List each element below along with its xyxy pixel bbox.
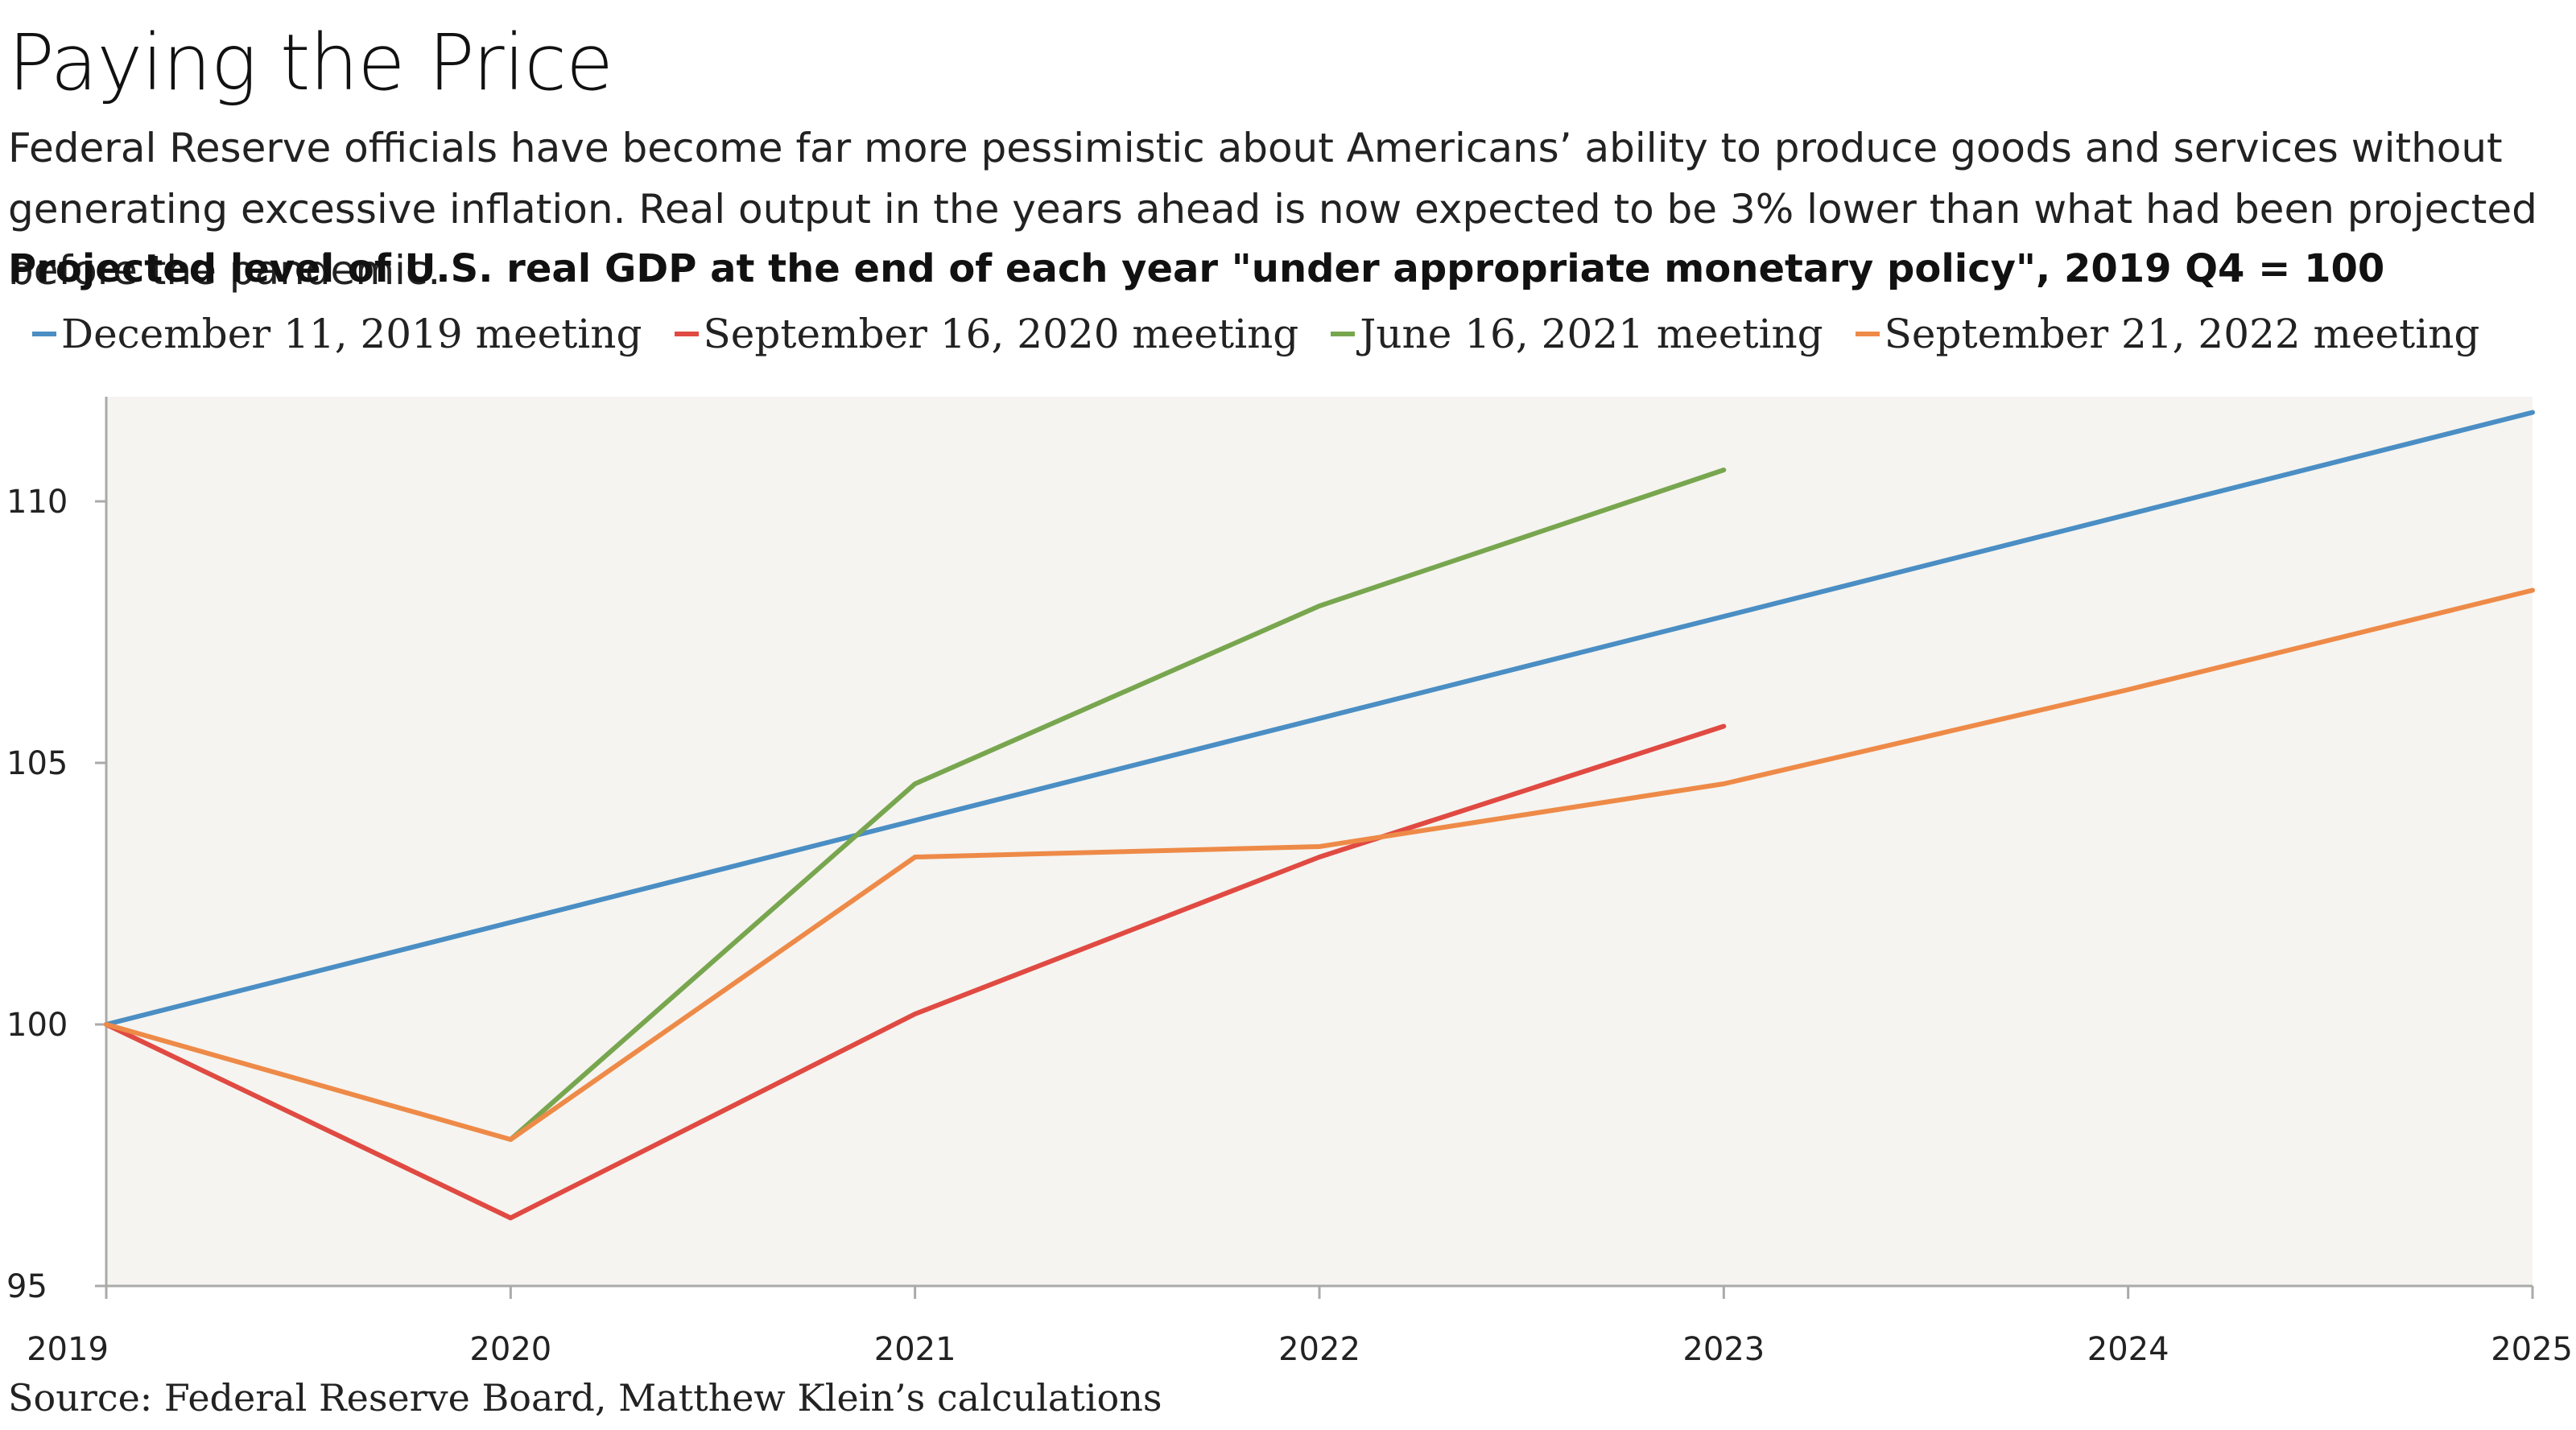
legend-label: September 16, 2020 meeting (703, 311, 1299, 357)
series-line (104, 587, 2535, 1142)
legend-swatch (1331, 332, 1356, 336)
legend-item: September 21, 2022 meeting (1855, 311, 2480, 357)
legend-swatch (1855, 332, 1880, 336)
source-note: Source: Federal Reserve Board, Matthew K… (8, 1376, 1162, 1420)
plot-area (106, 397, 2533, 1286)
series-line (104, 410, 2535, 1027)
legend-item: June 16, 2021 meeting (1331, 311, 1823, 357)
x-tick-label: 2022 (1278, 1331, 1360, 1368)
series-line (104, 723, 1727, 1221)
chart-title: Paying the Price (8, 18, 613, 108)
x-tick-label: 2025 (2491, 1331, 2573, 1368)
legend-label: June 16, 2021 meeting (1360, 311, 1823, 357)
x-tick-label: 2020 (469, 1331, 551, 1368)
x-tick-label: 2023 (1682, 1331, 1765, 1368)
x-tick-label: 2021 (874, 1331, 956, 1368)
legend-item: December 11, 2019 meeting (32, 311, 642, 357)
y-tick-label: 105 (6, 745, 68, 782)
legend-swatch (674, 332, 699, 336)
x-tick-label: 2024 (2087, 1331, 2169, 1368)
chart-heading: Projected level of U.S. real GDP at the … (8, 246, 2385, 291)
series-line (508, 468, 1727, 1142)
legend-label: December 11, 2019 meeting (61, 311, 642, 357)
legend-item: September 16, 2020 meeting (674, 311, 1299, 357)
legend: December 11, 2019 meeting September 16, … (32, 306, 2512, 362)
legend-label: September 21, 2022 meeting (1884, 311, 2480, 357)
legend-swatch (32, 332, 56, 336)
chart-subtitle: Federal Reserve officials have become fa… (8, 125, 2537, 294)
y-tick-label: 100 (6, 1007, 68, 1044)
x-tick-label: 2019 (27, 1331, 109, 1368)
y-tick-label: 110 (6, 484, 68, 521)
y-tick-label: 95 (6, 1268, 47, 1305)
